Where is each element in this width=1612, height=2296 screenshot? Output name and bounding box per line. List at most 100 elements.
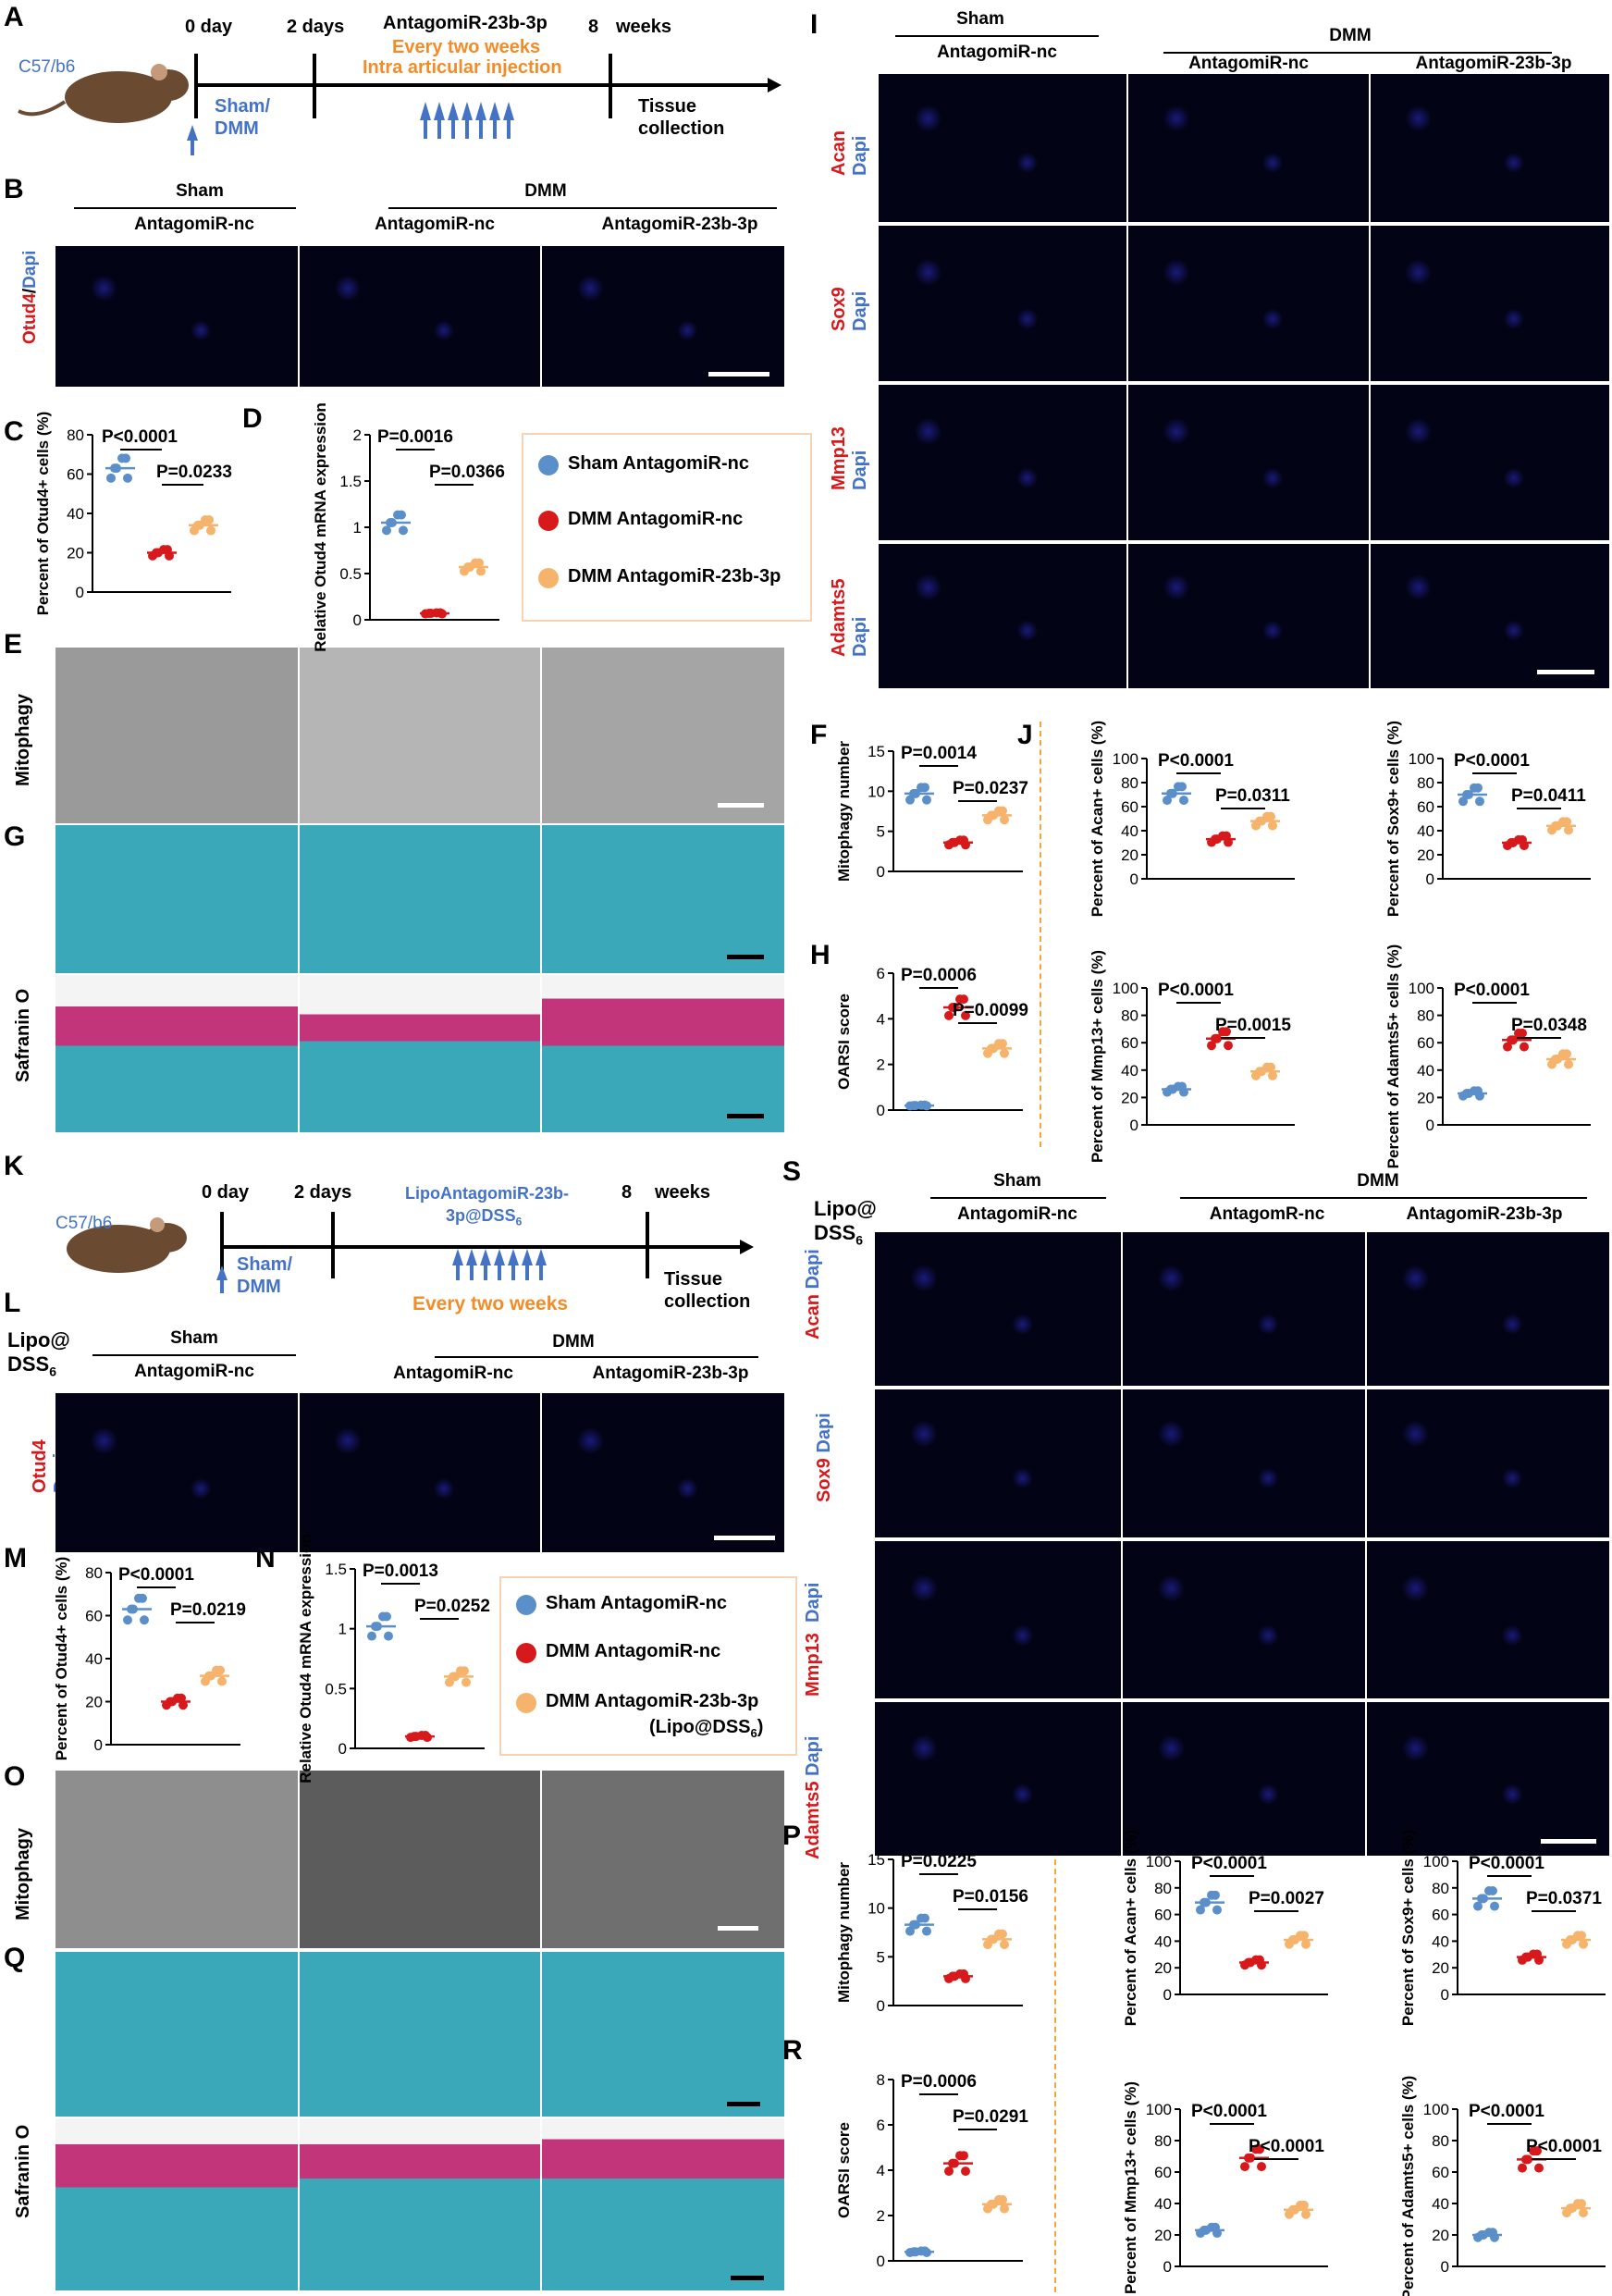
p-value-label: P=0.0013 — [363, 1562, 438, 1581]
micrograph-o-dmm-mir — [542, 1771, 784, 1948]
group-mir-b: AntagomiR-23b-3p — [601, 215, 758, 234]
data-point — [1179, 796, 1188, 806]
strain-label-k: C57/b6 — [55, 1214, 113, 1233]
y-tick-label: 60 — [1432, 1907, 1449, 1924]
p-value-label: P=0.0252 — [414, 1597, 490, 1616]
data-point — [382, 525, 391, 536]
micrograph-l-sham — [55, 1393, 298, 1552]
micrograph-q-dmm-mir-high — [542, 2118, 784, 2290]
y-axis-label: Mitophagy number — [835, 741, 853, 882]
y-tick-label: 15 — [868, 1851, 885, 1869]
y-tick-label: 0 — [1163, 1986, 1172, 2004]
sham-label-a: Sham/ — [215, 96, 271, 117]
y-tick-label: 100 — [1113, 750, 1138, 768]
data-point — [1579, 2208, 1588, 2218]
micrograph-l-dmm-nc — [300, 1393, 540, 1552]
lipo-label-s2: DSS6 — [814, 1221, 864, 1248]
legend-bottom-0: Sham AntagomiR-nc — [546, 1593, 727, 1613]
micrograph-s-mmp13-sham — [875, 1541, 1121, 1698]
panel-label-a: A — [4, 2, 24, 32]
micrograph-b-sham — [55, 246, 298, 387]
micrograph-b-dmm-nc — [300, 246, 540, 387]
data-point — [121, 453, 130, 463]
data-point — [1473, 1901, 1483, 1911]
data-point — [959, 994, 968, 1005]
y-tick-label: 1 — [338, 1621, 347, 1638]
y-tick-label: 4 — [877, 1010, 885, 1028]
data-point — [1301, 2209, 1311, 2219]
y-axis-label: Mitophagy number — [835, 1862, 853, 2003]
group-sham-i: Sham — [956, 9, 1004, 29]
panel-label-g: G — [4, 821, 26, 852]
data-point — [1562, 817, 1571, 827]
micrograph-q-dmm-nc-low — [300, 1952, 540, 2117]
group-nc-l2: AntagomiR-nc — [393, 1364, 513, 1383]
group-nc-b2: AntagomiR-nc — [375, 215, 495, 234]
data-point — [1473, 783, 1483, 793]
y-tick-label: 20 — [1417, 1089, 1434, 1106]
y-tick-label: 0 — [94, 1736, 103, 1754]
y-tick-label: 1 — [353, 519, 362, 537]
data-point — [944, 2166, 954, 2177]
p-value-label: P=0.0219 — [170, 1600, 246, 1620]
y-tick-label: 0 — [1426, 870, 1434, 888]
legend-dot-mir — [538, 568, 559, 588]
y-axis-label: Percent of Mmp13+ cells (%) — [1089, 950, 1106, 1163]
data-point — [1207, 1041, 1216, 1051]
data-point — [123, 1615, 132, 1625]
group-dmm-s: DMM — [1357, 1171, 1399, 1191]
data-point — [1224, 1041, 1233, 1051]
data-point — [382, 1611, 391, 1622]
y-axis-label: Percent of Adamts5+ cells (%) — [1399, 2076, 1417, 2296]
data-point — [1301, 1939, 1311, 1949]
group-nc-s1: AntagomiR-nc — [957, 1204, 1077, 1224]
micrograph-o-dmm-nc — [300, 1771, 540, 1948]
group-nc-i1: AntagomiR-nc — [937, 43, 1057, 62]
p-value-label: P=0.0237 — [953, 779, 1028, 798]
micrograph-l-dmm-mir — [542, 1393, 784, 1552]
divider-top — [1040, 722, 1041, 1147]
data-point — [399, 525, 408, 536]
y-tick-label: 100 — [1423, 2101, 1449, 2118]
micrograph-q-sham-high — [55, 2118, 298, 2290]
data-point — [1000, 1048, 1009, 1058]
micrograph-s-adamts5-sham — [875, 1702, 1121, 1856]
micrograph-s-sox9-dmm-mir — [1367, 1389, 1609, 1537]
y-tick-label: 10 — [868, 783, 885, 800]
data-point — [922, 1926, 931, 1936]
y-tick-label: 80 — [1432, 1880, 1449, 1897]
data-point — [397, 510, 406, 520]
micrograph-q-dmm-mir-low — [542, 1952, 784, 2117]
micrograph-e-dmm-nc — [300, 648, 540, 823]
panel-label-d: D — [242, 403, 263, 434]
y-axis-label: Percent of Sox9+ cells (%) — [1384, 721, 1402, 917]
y-tick-label: 0 — [877, 2253, 885, 2270]
data-point — [1299, 1931, 1309, 1941]
y-tick-label: 80 — [1121, 1007, 1138, 1025]
y-axis-label: Percent of Sox9+ cells (%) — [1399, 1830, 1417, 2026]
panel-label-c: C — [4, 416, 24, 447]
y-tick-label: 20 — [1121, 1089, 1138, 1106]
p-value-label: P<0.0001 — [118, 1565, 194, 1585]
micrograph-i-sox9-sham — [879, 226, 1126, 381]
micrograph-g-dmm-mir-high — [542, 975, 784, 1132]
micrograph-i-adamts5-dmm-mir — [1371, 544, 1609, 688]
data-point — [204, 514, 214, 525]
y-tick-label: 10 — [868, 1900, 885, 1918]
data-point — [1532, 2146, 1542, 2156]
y-tick-label: 80 — [1417, 1007, 1434, 1025]
y-tick-label: 80 — [85, 1564, 103, 1582]
group-dmm-b: DMM — [524, 181, 567, 201]
micrograph-i-mmp13-dmm-nc — [1128, 385, 1369, 540]
strain-label-a: C57/b6 — [18, 57, 76, 77]
y-tick-label: 0 — [1441, 2258, 1449, 2276]
y-tick-label: 20 — [1121, 846, 1138, 864]
micrograph-i-mmp13-dmm-mir — [1371, 385, 1609, 540]
y-axis-label: Relative Otud4 mRNA expression — [297, 1534, 314, 1784]
p-value-label: P=0.0099 — [953, 1001, 1028, 1020]
micrograph-q-dmm-nc-high — [300, 2118, 540, 2290]
every-two-weeks-k: Every two weeks — [412, 1293, 569, 1315]
dmm-label-a: DMM — [215, 118, 259, 139]
y-tick-label: 60 — [1432, 2164, 1449, 2181]
panel-label-f: F — [810, 720, 828, 750]
